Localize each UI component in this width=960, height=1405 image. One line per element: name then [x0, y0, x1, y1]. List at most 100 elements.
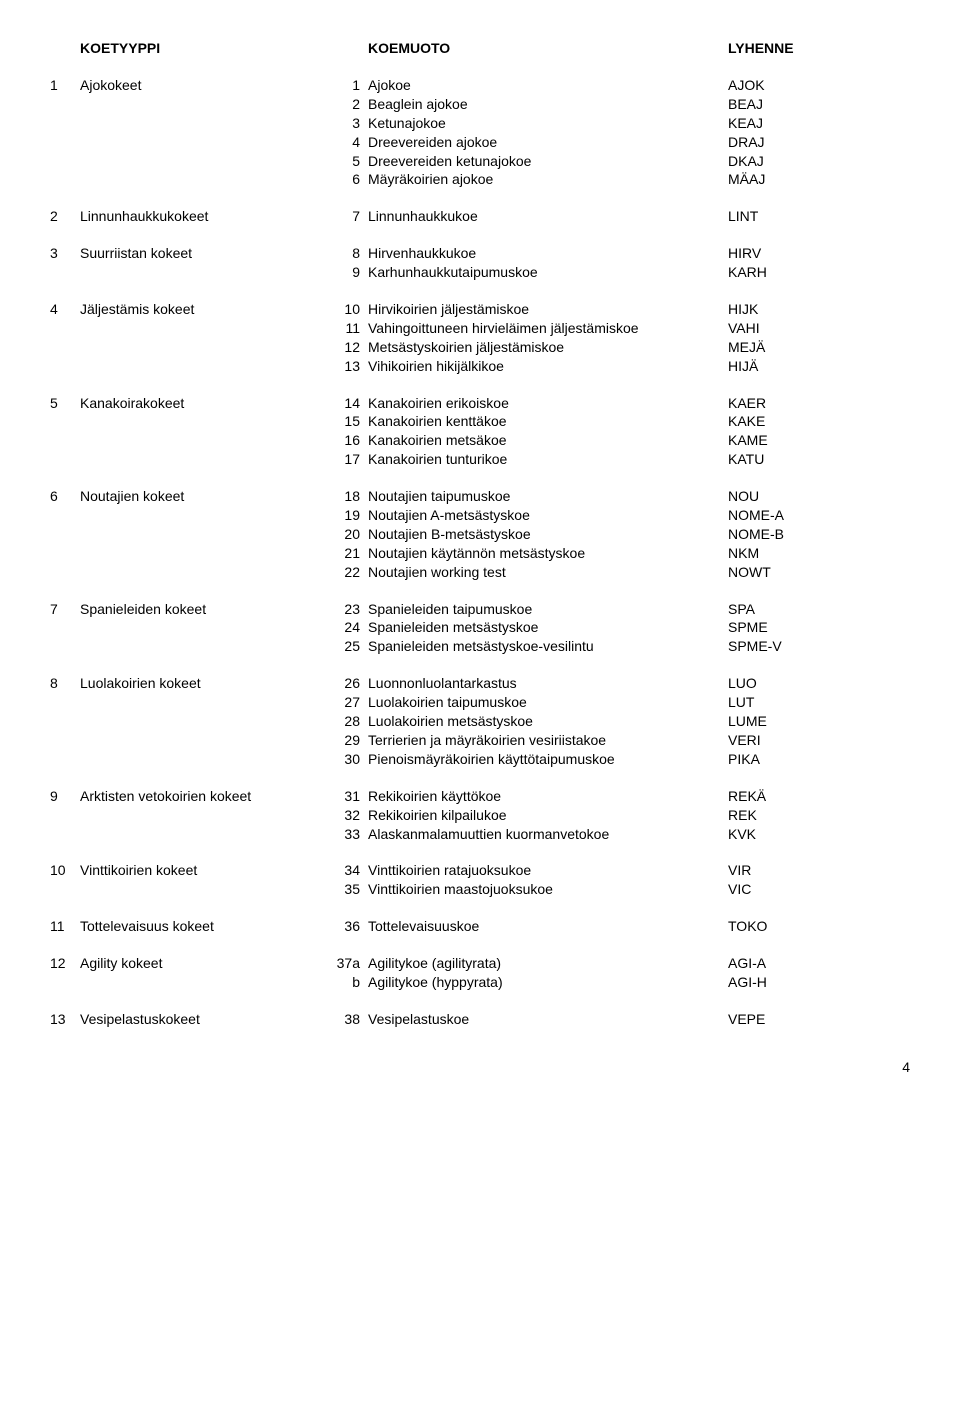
group-number	[50, 357, 80, 376]
group-type: Ajokokeet	[80, 76, 320, 95]
table-row: 10Vinttikoirien kokeet34Vinttikoirien ra…	[50, 861, 910, 880]
row-abbr: AJOK	[728, 76, 910, 95]
group-number: 13	[50, 1010, 80, 1029]
header-abbr: LYHENNE	[728, 40, 910, 56]
row-abbr: VIR	[728, 861, 910, 880]
table-row: 35Vinttikoirien maastojuoksukoeVIC	[50, 880, 910, 899]
group-number	[50, 973, 80, 992]
row-form: Spanieleiden metsästyskoe-vesilintu	[368, 637, 728, 656]
table-row: 17Kanakoirien tunturikoeKATU	[50, 450, 910, 469]
group-type	[80, 95, 320, 114]
row-abbr: LUT	[728, 693, 910, 712]
row-number: 37a	[320, 954, 368, 973]
row-form: Kanakoirien erikoiskoe	[368, 394, 728, 413]
row-form: Linnunhaukkukoe	[368, 207, 728, 226]
group-number: 3	[50, 244, 80, 263]
row-form: Ketunajokoe	[368, 114, 728, 133]
group-number	[50, 170, 80, 189]
group-type	[80, 806, 320, 825]
table-row: 28Luolakoirien metsästyskoeLUME	[50, 712, 910, 731]
table-row: 1Ajokokeet1AjokoeAJOK	[50, 76, 910, 95]
table-row: 21Noutajien käytännön metsästyskoeNKM	[50, 544, 910, 563]
row-number: 17	[320, 450, 368, 469]
row-number: 12	[320, 338, 368, 357]
header-spacer2	[320, 40, 368, 56]
row-form: Noutajien B-metsästyskoe	[368, 525, 728, 544]
table-row: 20Noutajien B-metsästyskoeNOME-B	[50, 525, 910, 544]
table-row: 7Spanieleiden kokeet23Spanieleiden taipu…	[50, 600, 910, 619]
group-type	[80, 431, 320, 450]
row-form: Kanakoirien kenttäkoe	[368, 412, 728, 431]
group-number	[50, 95, 80, 114]
table-row: 27Luolakoirien taipumuskoeLUT	[50, 693, 910, 712]
row-abbr: BEAJ	[728, 95, 910, 114]
table-row: 11Tottelevaisuus kokeet36Tottelevaisuusk…	[50, 917, 910, 936]
group-number: 4	[50, 300, 80, 319]
row-number: 20	[320, 525, 368, 544]
table-row: 13Vihikoirien hikijälkikoeHIJÄ	[50, 357, 910, 376]
row-abbr: NOWT	[728, 563, 910, 582]
row-form: Rekikoirien käyttökoe	[368, 787, 728, 806]
row-abbr: VERI	[728, 731, 910, 750]
table-row: 16Kanakoirien metsäkoeKAME	[50, 431, 910, 450]
row-form: Kanakoirien metsäkoe	[368, 431, 728, 450]
row-abbr: NOME-B	[728, 525, 910, 544]
row-number: 7	[320, 207, 368, 226]
row-number: 19	[320, 506, 368, 525]
row-form: Agilitykoe (agilityrata)	[368, 954, 728, 973]
group-type: Agility kokeet	[80, 954, 320, 973]
row-abbr: REK	[728, 806, 910, 825]
row-abbr: KATU	[728, 450, 910, 469]
table-row: 8Luolakoirien kokeet26Luonnonluolantarka…	[50, 674, 910, 693]
table-row: 25Spanieleiden metsästyskoe-vesilintuSPM…	[50, 637, 910, 656]
group-type: Suurriistan kokeet	[80, 244, 320, 263]
row-number: 2	[320, 95, 368, 114]
row-abbr: TOKO	[728, 917, 910, 936]
row-number: 1	[320, 76, 368, 95]
row-form: Noutajien käytännön metsästyskoe	[368, 544, 728, 563]
row-form: Noutajien A-metsästyskoe	[368, 506, 728, 525]
row-number: 38	[320, 1010, 368, 1029]
group-type	[80, 544, 320, 563]
row-form: Vinttikoirien ratajuoksukoe	[368, 861, 728, 880]
row-form: Beaglein ajokoe	[368, 95, 728, 114]
group-type	[80, 338, 320, 357]
row-form: Luolakoirien metsästyskoe	[368, 712, 728, 731]
table-row: 4Dreevereiden ajokoeDRAJ	[50, 133, 910, 152]
row-form: Kanakoirien tunturikoe	[368, 450, 728, 469]
header-form: KOEMUOTO	[368, 40, 728, 56]
group-number	[50, 750, 80, 769]
group-number: 1	[50, 76, 80, 95]
group: 5Kanakoirakokeet14Kanakoirien erikoiskoe…	[50, 394, 910, 470]
row-form: Agilitykoe (hyppyrata)	[368, 973, 728, 992]
group-number: 7	[50, 600, 80, 619]
row-form: Karhunhaukkutaipumuskoe	[368, 263, 728, 282]
row-abbr: KAER	[728, 394, 910, 413]
table-row: 2Beaglein ajokoeBEAJ	[50, 95, 910, 114]
group-type	[80, 152, 320, 171]
group-number	[50, 133, 80, 152]
group-type	[80, 973, 320, 992]
row-number: 26	[320, 674, 368, 693]
row-form: Noutajien working test	[368, 563, 728, 582]
group-type	[80, 506, 320, 525]
row-form: Hirvikoirien jäljestämiskoe	[368, 300, 728, 319]
row-abbr: LUME	[728, 712, 910, 731]
table-row: 32Rekikoirien kilpailukoeREK	[50, 806, 910, 825]
row-form: Ajokoe	[368, 76, 728, 95]
group-type	[80, 525, 320, 544]
group-number: 2	[50, 207, 80, 226]
group-number	[50, 712, 80, 731]
row-number: 5	[320, 152, 368, 171]
group-number	[50, 319, 80, 338]
row-number: 30	[320, 750, 368, 769]
row-form: Vihikoirien hikijälkikoe	[368, 357, 728, 376]
group-type	[80, 880, 320, 899]
row-number: b	[320, 973, 368, 992]
group-type	[80, 133, 320, 152]
row-form: Vinttikoirien maastojuoksukoe	[368, 880, 728, 899]
group-type	[80, 825, 320, 844]
group: 12Agility kokeet37aAgilitykoe (agilityra…	[50, 954, 910, 992]
group-number	[50, 731, 80, 750]
row-abbr: NOU	[728, 487, 910, 506]
